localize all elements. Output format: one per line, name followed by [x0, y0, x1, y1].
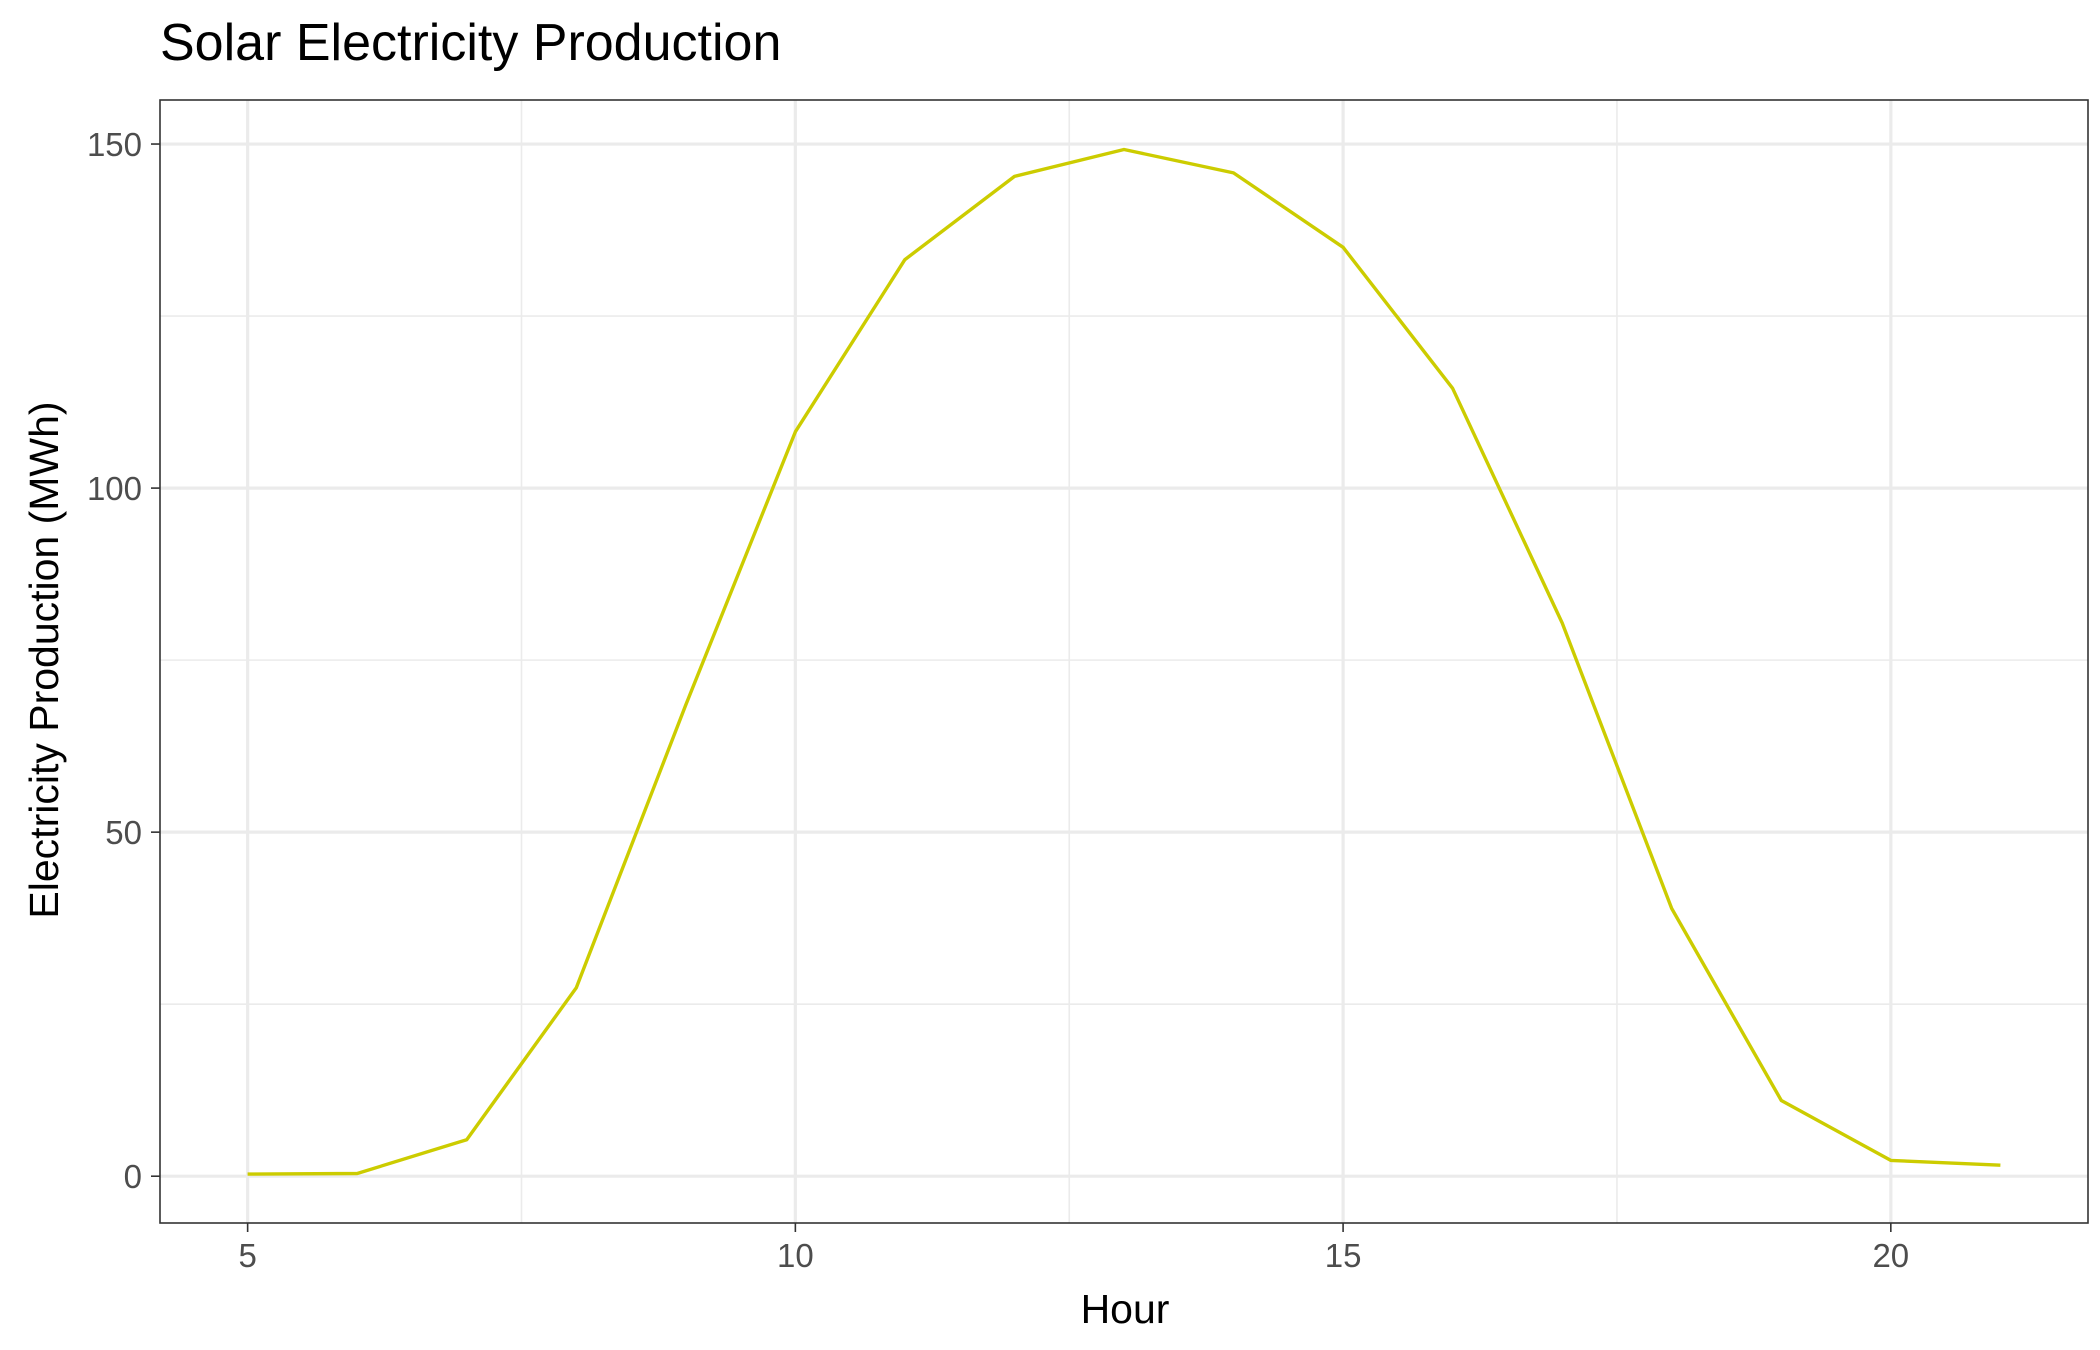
x-axis-title: Hour: [1081, 1286, 1170, 1332]
y-tick-label: 150: [87, 126, 142, 163]
y-axis-title: Electricity Production (MWh): [21, 401, 67, 918]
x-tick-label: 20: [1872, 1237, 1909, 1274]
series-line: [247, 147, 2001, 1176]
x-tick-label: 15: [1325, 1237, 1362, 1274]
plot-area: 5 10 15 20 0 50 100 150: [87, 99, 2089, 1274]
x-tick-label: 10: [777, 1237, 814, 1274]
y-tick-label: 100: [87, 470, 142, 507]
chart-title: Solar Electricity Production: [160, 14, 781, 72]
y-tick-label: 0: [124, 1158, 142, 1195]
y-tick-label: 50: [105, 814, 142, 851]
plot-border: [159, 99, 2089, 1224]
x-tick-label: 5: [238, 1237, 256, 1274]
plot-background: [160, 100, 2088, 1223]
